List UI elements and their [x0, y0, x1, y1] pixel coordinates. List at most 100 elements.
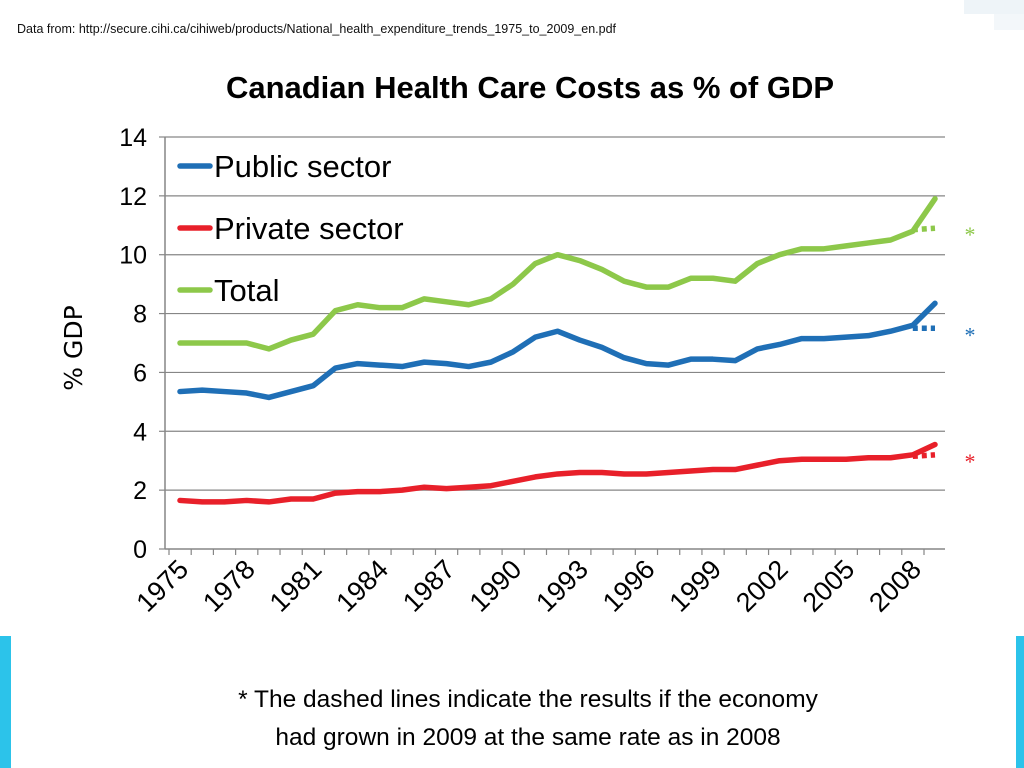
data-point: [888, 329, 893, 333]
data-point: [777, 342, 782, 347]
data-point: [622, 356, 626, 360]
data-point: [622, 279, 626, 283]
data-point: [511, 282, 515, 286]
data-point: [866, 334, 870, 338]
x-tick-label: 1987: [397, 554, 461, 618]
legend-label: Public sector: [214, 149, 391, 184]
data-point: [844, 244, 848, 248]
x-tick-labels: 1975 1978 1981 1984 1987 1990 1993 1996 1999 2002…: [131, 554, 927, 618]
data-point: [755, 463, 759, 467]
data-point: [711, 357, 715, 361]
data-point: [578, 259, 582, 263]
data-point: [444, 487, 449, 491]
legend-marker: [193, 164, 197, 168]
series-line-0: [177, 300, 938, 401]
data-point: [800, 336, 804, 341]
y-tick-label: 8: [133, 301, 147, 329]
data-point: [666, 470, 671, 475]
data-point: [378, 306, 382, 310]
data-point: [489, 484, 493, 488]
data-point: [733, 279, 737, 283]
footnote-line-2: had grown in 2009 at the same rate as in…: [275, 724, 781, 751]
data-point: [555, 329, 560, 333]
data-point: [666, 363, 671, 367]
data-point: [289, 497, 293, 501]
x-tick-label: 1990: [464, 554, 528, 618]
y-tick-label: 14: [119, 124, 147, 152]
data-point: [267, 500, 271, 504]
data-point: [245, 391, 249, 395]
data-point: [644, 472, 648, 476]
data-point: [311, 497, 315, 501]
data-point: [555, 253, 560, 257]
data-point: [422, 485, 426, 489]
x-tick-label: 2002: [730, 554, 794, 618]
data-point: [578, 470, 582, 475]
data-point: [800, 247, 804, 251]
data-point: [267, 347, 271, 351]
data-point: [933, 197, 937, 201]
data-point: [356, 303, 360, 307]
data-point: [400, 488, 404, 492]
legend-label: Private sector: [214, 211, 404, 246]
projection-line-1: [912, 452, 936, 460]
data-point: [222, 389, 227, 394]
corner-decoration-inner: [994, 14, 1024, 30]
data-point: [400, 364, 404, 369]
legend-label: Total: [214, 273, 279, 308]
data-point: [333, 366, 338, 370]
data-point: [600, 267, 604, 272]
data-point: [178, 341, 182, 345]
data-point: [245, 341, 249, 345]
data-point: [711, 276, 715, 280]
data-point: [711, 467, 715, 472]
data-point: [356, 362, 360, 366]
data-point: [400, 306, 404, 310]
x-tick-label: 1981: [264, 554, 328, 618]
data-point: [689, 357, 693, 361]
projection-marker: *: [965, 322, 976, 347]
data-point: [467, 364, 471, 369]
line-chart: 0 2 4 6 8 10 12 14 1975 1978 1981 1984 1987 1990 1993…: [59, 124, 976, 618]
y-tick-labels: 0 2 4 6 8 10 12 14: [119, 124, 147, 564]
data-point: [245, 498, 249, 503]
data-point: [755, 261, 759, 266]
y-tick-label: 12: [119, 183, 147, 211]
footnote-line-1: * The dashed lines indicate the results …: [238, 686, 818, 713]
data-point: [666, 285, 671, 289]
corner-decoration: [964, 0, 1024, 14]
data-point: [933, 301, 937, 305]
data-point: [267, 395, 271, 400]
data-point: [533, 261, 537, 266]
legend-marker: [193, 226, 197, 230]
data-point: [578, 338, 582, 342]
data-point: [866, 456, 870, 460]
data-point: [422, 297, 426, 301]
x-tick-label: 2005: [797, 554, 861, 618]
data-point: [489, 360, 493, 364]
chart-title: Canadian Health Care Costs as % of GDP: [225, 70, 835, 105]
series-lines: [177, 196, 938, 505]
data-point: [533, 335, 537, 339]
y-axis-label: % GDP: [59, 305, 88, 390]
data-point: [467, 303, 471, 307]
data-point: [378, 363, 382, 367]
data-point: [311, 332, 315, 336]
data-point: [467, 485, 471, 489]
data-point: [800, 457, 804, 461]
right-accent-bar: [1016, 636, 1024, 768]
data-point: [822, 457, 826, 461]
data-point: [888, 456, 893, 460]
y-tick-label: 4: [133, 418, 147, 446]
data-point: [333, 491, 338, 495]
x-tick-label: 1993: [530, 554, 594, 618]
data-point: [511, 350, 515, 354]
left-accent-bar: [0, 636, 11, 768]
data-point: [755, 347, 759, 351]
data-point: [511, 479, 515, 483]
source-note: Data from: http://secure.cihi.ca/cihiweb…: [17, 22, 617, 36]
y-tick-label: 6: [133, 359, 147, 387]
data-point: [777, 459, 782, 463]
projection-line-2: [912, 225, 936, 233]
legend: Public sector Private sector Total: [177, 149, 404, 308]
